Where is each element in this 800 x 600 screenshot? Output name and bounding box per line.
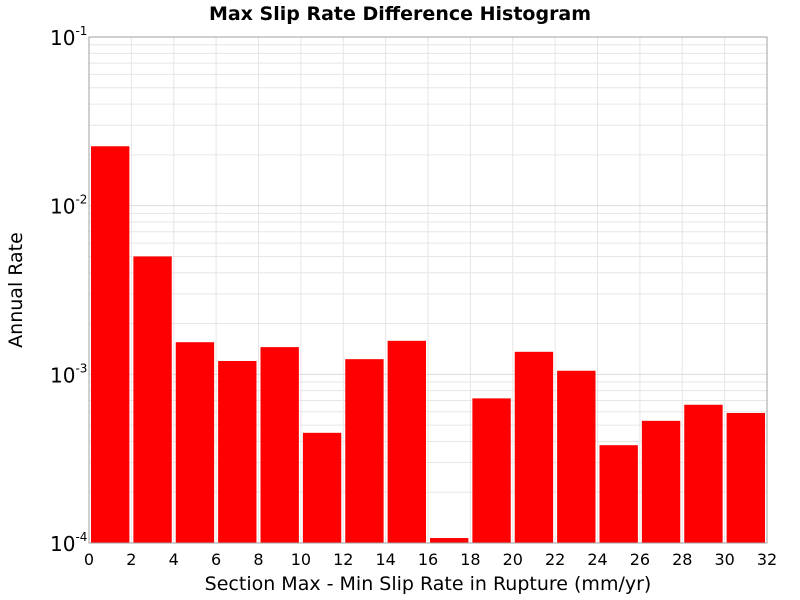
x-tick-label: 24: [587, 550, 607, 569]
plot-frame: [88, 36, 768, 544]
x-tick-label: 22: [545, 550, 565, 569]
y-tick-labels: 10-4 10-3 10-2 10-1: [50, 24, 87, 556]
x-tick-label: 26: [630, 550, 650, 569]
x-tick-label: 8: [253, 550, 263, 569]
x-tick-labels: 0 2 4 6 8 10 12 14 16 18 20 22 24 26 28 30 32: [84, 550, 777, 569]
bar: [641, 420, 681, 543]
x-tick-label: 30: [714, 550, 734, 569]
bar: [345, 359, 384, 543]
chart-title: Max Slip Rate Difference Histogram: [209, 3, 591, 25]
bar: [218, 360, 257, 543]
bar: [514, 351, 554, 543]
x-tick-label: 14: [375, 550, 395, 569]
x-tick-label: 32: [757, 550, 777, 569]
bars-layer: [91, 146, 765, 544]
bar: [302, 432, 342, 543]
bar: [557, 370, 596, 543]
bar: [175, 342, 215, 543]
y-tick-label: 10-4: [50, 530, 87, 556]
x-tick-label: 10: [291, 550, 311, 569]
x-tick-label: 4: [169, 550, 179, 569]
bar: [387, 340, 426, 543]
x-tick-label: 20: [503, 550, 523, 569]
x-tick-label: 12: [333, 550, 353, 569]
x-tick-label: 28: [672, 550, 692, 569]
y-tick-label: 10-3: [50, 361, 87, 387]
y-tick-label: 10-2: [50, 193, 87, 219]
bar: [472, 398, 511, 543]
bar: [726, 412, 765, 543]
bar: [430, 538, 469, 543]
x-tick-label: 0: [84, 550, 94, 569]
x-tick-label: 16: [418, 550, 438, 569]
x-tick-label: 6: [211, 550, 221, 569]
bar: [684, 404, 723, 543]
y-tick-label: 10-1: [50, 24, 87, 50]
x-axis-label: Section Max - Min Slip Rate in Rupture (…: [205, 573, 652, 595]
x-tick-label: 18: [460, 550, 480, 569]
bar: [133, 256, 172, 543]
y-axis-label: Annual Rate: [5, 232, 27, 348]
x-tick-label: 2: [126, 550, 136, 569]
bar: [260, 347, 299, 543]
bar: [91, 146, 130, 544]
bar: [599, 445, 638, 543]
